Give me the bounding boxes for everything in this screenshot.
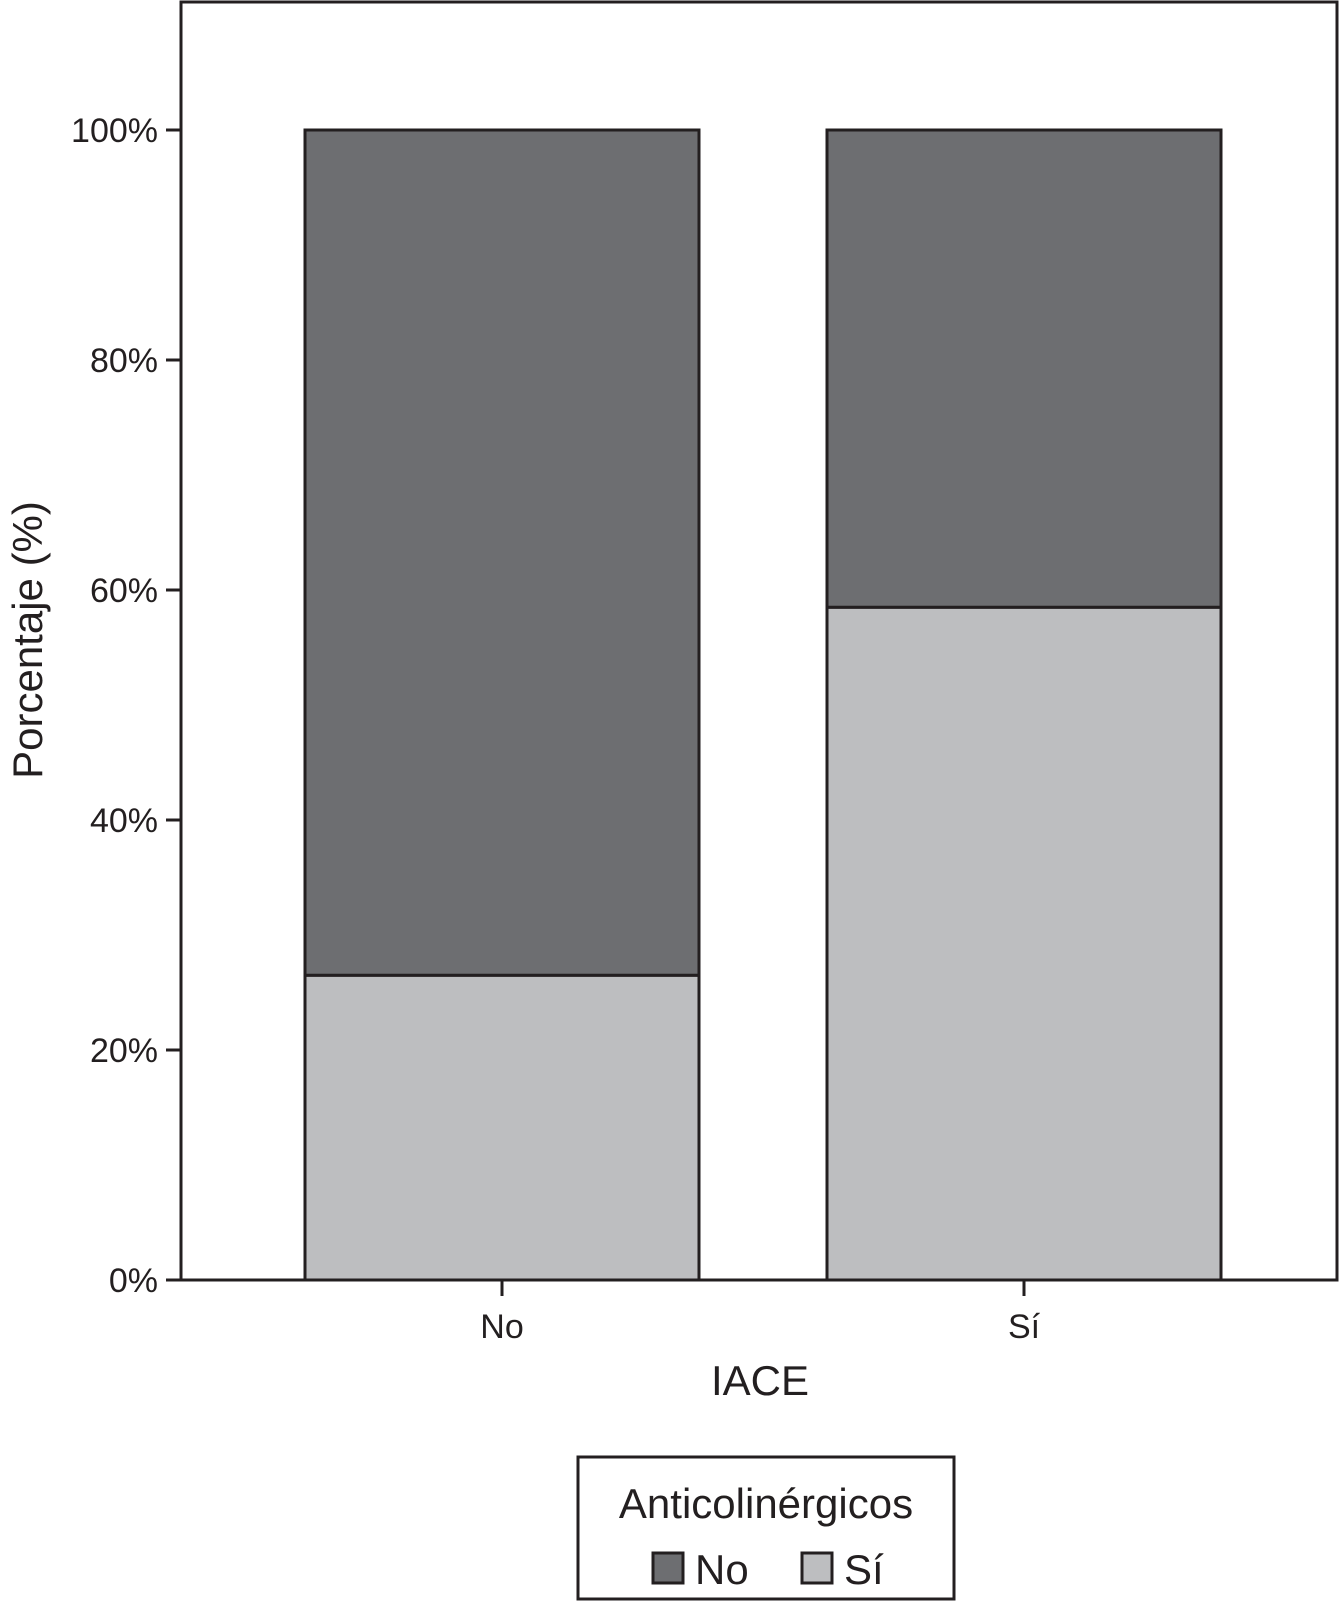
- bar-si-no: [825, 128, 1223, 609]
- y-tick-label-60: 60%: [90, 572, 158, 610]
- y-tick-label-0: 0%: [109, 1262, 158, 1300]
- y-tick-label-20: 20%: [90, 1032, 158, 1070]
- y-axis: 0% 20% 40% 60% 80% 100%: [71, 112, 181, 1300]
- legend-label-si: Sí: [844, 1546, 884, 1593]
- x-tick-label-no: No: [480, 1308, 523, 1346]
- legend-swatch-si: [800, 1551, 834, 1585]
- bar-no-no: [303, 128, 701, 977]
- bars-group: [303, 128, 1223, 1282]
- legend-swatch-no: [651, 1551, 685, 1585]
- legend: Anticolinérgicos No Sí: [576, 1455, 956, 1601]
- legend-entries: No Sí: [651, 1546, 884, 1593]
- x-axis-title: IACE: [711, 1357, 809, 1404]
- bar-si-si: [825, 605, 1223, 1282]
- y-axis-title: Porcentaje (%): [4, 501, 51, 779]
- y-tick-label-40: 40%: [90, 802, 158, 840]
- y-tick-label-80: 80%: [90, 342, 158, 380]
- bar-no-si: [303, 973, 701, 1282]
- legend-label-no: No: [695, 1546, 749, 1593]
- y-tick-label-100: 100%: [71, 112, 158, 150]
- x-tick-label-si: Sí: [1008, 1308, 1041, 1346]
- legend-frame: [576, 1455, 956, 1601]
- legend-title: Anticolinérgicos: [619, 1480, 913, 1527]
- x-axis: No Sí: [480, 1280, 1041, 1346]
